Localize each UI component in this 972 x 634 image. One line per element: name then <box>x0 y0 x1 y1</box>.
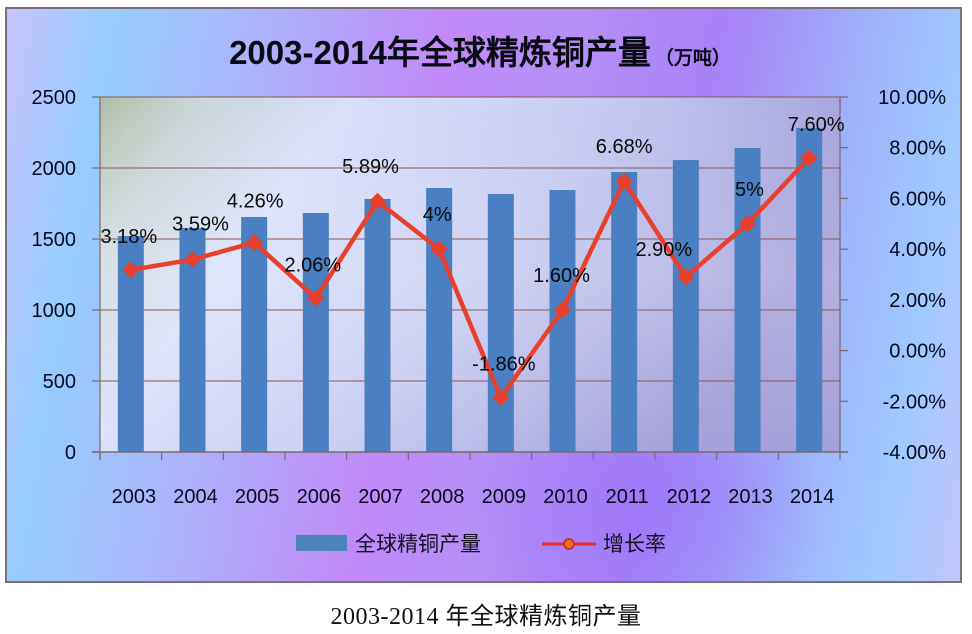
data-label: 2.90% <box>635 239 692 261</box>
right-axis-tick-label: -4.00% <box>883 442 947 464</box>
left-axis-tick-label: 500 <box>43 371 76 393</box>
right-axis-tick-label: 6.00% <box>889 188 946 210</box>
x-axis-tick-label: 2008 <box>420 486 465 508</box>
data-label: 4% <box>423 204 452 226</box>
right-axis: -4.00% -2.00% 0.00% 2.00% 4.00% 6.00% 8.00% 10.… <box>839 87 947 464</box>
data-label: 6.68% <box>596 136 653 158</box>
bar <box>796 127 823 453</box>
data-label: -1.86% <box>472 354 536 376</box>
gridlines <box>100 96 840 382</box>
data-label: 5% <box>735 179 764 201</box>
bar <box>487 193 514 452</box>
bar <box>672 160 699 452</box>
left-axis-tick-label: 2500 <box>32 87 77 109</box>
bar <box>302 213 329 452</box>
legend-bar-label: 全球精铜产量 <box>355 532 481 556</box>
line-marker <box>307 289 325 307</box>
data-label: 3.59% <box>172 214 229 236</box>
x-axis-tick-label: 2007 <box>358 486 403 508</box>
bar <box>611 171 638 452</box>
x-axis-tick-label: 2011 <box>606 486 649 508</box>
x-axis-tick-label: 2003 <box>112 486 157 508</box>
line-marker <box>739 215 756 233</box>
data-labels: 3.18% 3.59%4.26% 2.06% 5.89% 4% -1.86% 1.60% 6.… <box>100 114 844 376</box>
line-series <box>122 149 818 407</box>
line-marker <box>369 192 386 210</box>
data-label: 7.60% <box>788 114 845 136</box>
right-axis-tick-label: -2.00% <box>883 391 947 413</box>
right-axis-tick-label: 4.00% <box>889 239 946 261</box>
left-axis: 0 500 1000 1500 2000 2500 <box>32 87 101 464</box>
line-marker <box>245 234 263 252</box>
figure-caption: 2003-2014 年全球精炼铜产量 <box>330 604 642 630</box>
legend-bar-swatch <box>296 535 347 551</box>
line-marker <box>800 149 818 167</box>
x-axis-tick-label: 2012 <box>667 486 712 508</box>
bar <box>364 198 391 452</box>
data-label: 2.06% <box>284 254 341 276</box>
chart-title: 2003-2014年全球精炼铜产量 （万吨） <box>229 34 731 71</box>
legend: 全球精铜产量 增长率 <box>296 532 666 556</box>
line-marker <box>677 268 695 286</box>
data-label: 1.60% <box>533 265 590 287</box>
line-marker <box>492 389 510 407</box>
data-label: 3.18% <box>100 226 157 248</box>
left-axis-tick-label: 1500 <box>32 229 77 251</box>
left-axis-tick-label: 0 <box>65 442 76 464</box>
x-axis-tick-label: 2005 <box>235 486 280 508</box>
right-axis-tick-label: 8.00% <box>889 138 946 160</box>
bar <box>734 147 761 452</box>
bar <box>241 216 268 452</box>
x-axis-tick-label: 2013 <box>728 486 773 508</box>
bar <box>426 188 453 452</box>
line-marker <box>184 251 201 269</box>
legend-line-label: 增长率 <box>603 532 666 556</box>
right-axis-tick-label: 2.00% <box>889 290 946 312</box>
legend-line-marker-icon <box>563 538 575 550</box>
x-axis-tick-label: 2009 <box>482 486 527 508</box>
left-axis-tick-label: 1000 <box>32 300 77 322</box>
right-axis-tick-label: 10.00% <box>878 87 946 109</box>
x-axis-tick-label: 2010 <box>543 486 588 508</box>
line-marker <box>615 172 633 190</box>
bar-series <box>117 127 823 453</box>
x-axis-tick-label: 2004 <box>173 486 218 508</box>
line-marker <box>554 301 571 319</box>
line-marker <box>430 240 448 258</box>
right-axis-tick-label: 0.00% <box>889 341 946 363</box>
x-axis-tick-label: 2014 <box>790 486 835 508</box>
x-axis: 2003 2004 2005 2006 2007 2008 2009 2010 2011 2012… <box>92 451 848 508</box>
left-axis-tick-label: 2000 <box>32 158 77 180</box>
x-axis-tick-label: 2006 <box>297 486 342 508</box>
data-label: 4.26% <box>227 191 284 213</box>
data-label: 5.89% <box>342 156 399 178</box>
